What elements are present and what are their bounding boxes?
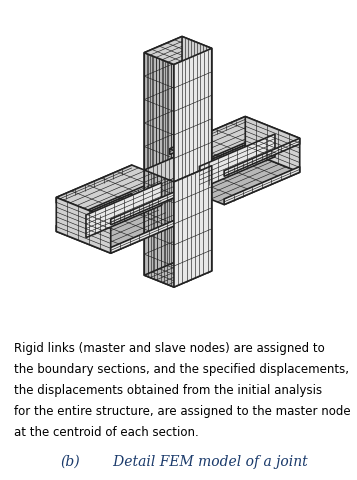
Polygon shape [86, 183, 162, 238]
Polygon shape [245, 117, 300, 173]
Polygon shape [144, 155, 182, 276]
Polygon shape [56, 194, 132, 232]
Polygon shape [144, 37, 212, 65]
Polygon shape [144, 171, 174, 288]
Text: the displacements obtained from the initial analysis: the displacements obtained from the init… [14, 383, 322, 396]
Text: for the entire structure, are assigned to the master node: for the entire structure, are assigned t… [14, 404, 351, 417]
Polygon shape [182, 155, 212, 271]
Text: the boundary sections, and the specified displacements,: the boundary sections, and the specified… [14, 362, 349, 375]
Polygon shape [170, 117, 300, 171]
Polygon shape [199, 135, 275, 190]
Polygon shape [195, 133, 270, 188]
Polygon shape [182, 37, 212, 167]
Text: Detail FEM model of a joint: Detail FEM model of a joint [100, 454, 308, 468]
Polygon shape [224, 167, 300, 205]
Polygon shape [224, 139, 300, 177]
Text: Rigid links (master and slave nodes) are assigned to: Rigid links (master and slave nodes) are… [14, 342, 325, 355]
Polygon shape [56, 166, 132, 204]
Polygon shape [144, 54, 174, 182]
Polygon shape [170, 151, 300, 205]
Text: at the centroid of each section.: at the centroid of each section. [14, 425, 199, 438]
Polygon shape [56, 166, 186, 220]
Polygon shape [144, 37, 182, 171]
Polygon shape [170, 117, 245, 155]
Polygon shape [144, 260, 212, 288]
Polygon shape [174, 167, 212, 288]
Polygon shape [111, 187, 186, 226]
Polygon shape [81, 181, 157, 236]
Polygon shape [111, 216, 186, 253]
Polygon shape [56, 198, 111, 253]
Polygon shape [174, 49, 212, 182]
Text: (b): (b) [61, 454, 80, 468]
Polygon shape [170, 145, 245, 183]
Polygon shape [56, 200, 186, 253]
